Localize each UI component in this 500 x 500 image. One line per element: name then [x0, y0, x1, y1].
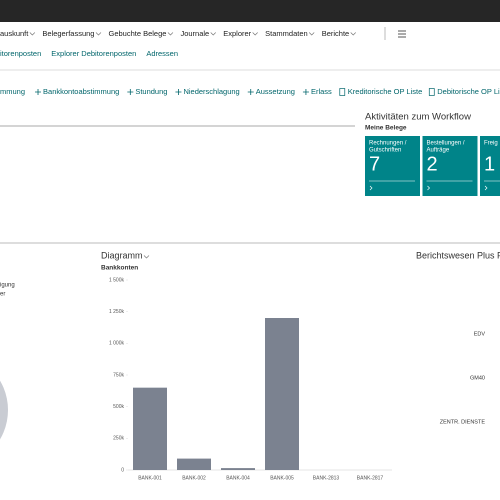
tile-label: Freig [484, 141, 498, 147]
y-tick-label: 500k [113, 404, 124, 410]
y-tick-label: 1 000k [109, 341, 125, 347]
tile-count: 7 [369, 153, 380, 175]
chevron [167, 32, 174, 36]
chevron [210, 32, 216, 36]
y-tick-label: 1 250k [109, 309, 125, 315]
nav-item[interactable]: Gebuchte Belege [108, 29, 166, 38]
nav-item[interactable]: Explorer [223, 29, 251, 38]
x-tick-label: BANK-002 [182, 475, 206, 481]
tile[interactable] [422, 136, 478, 196]
tile-count: 1 [484, 153, 495, 175]
chevron [252, 32, 258, 36]
report-label: GM40 [470, 375, 485, 381]
plus-icon [35, 89, 42, 95]
y-tick-label: 750k [113, 372, 124, 378]
doc-icon [428, 88, 435, 96]
action[interactable]: Niederschlagung [183, 87, 239, 96]
pie-fragment [0, 380, 8, 440]
action[interactable]: Erlass [311, 87, 332, 96]
report-title: Berichtswesen Plus Fi [416, 250, 500, 260]
top-bar [0, 0, 500, 22]
nav-item[interactable]: Belegerfassung [42, 29, 94, 38]
nav-item[interactable]: auskunft [0, 29, 29, 38]
bar [265, 318, 299, 470]
chevron [308, 32, 315, 36]
action[interactable]: Bankkontoabstimmung [43, 87, 119, 96]
y-tick-label: 1 500k [109, 277, 125, 283]
chevron [350, 32, 356, 36]
action[interactable]: Aussetzung [256, 87, 295, 96]
tile-arrow [369, 185, 373, 191]
tile-label: Rechnungen / [369, 141, 407, 147]
plus-icon [127, 89, 134, 95]
bar [133, 387, 167, 470]
plus-icon [247, 89, 254, 95]
tile-arrow [427, 185, 430, 191]
y-tick-label: 0 [121, 467, 124, 473]
report-label: EDV [474, 331, 486, 337]
x-tick-label: BANK-2813 [313, 475, 340, 481]
tile-label: Bestellungen / [427, 141, 465, 147]
chevron [95, 32, 102, 36]
x-tick-label: BANK-2817 [357, 475, 384, 481]
chart-title[interactable]: Diagramm [101, 250, 143, 260]
tile-arrow [484, 185, 488, 191]
plus-icon [175, 89, 182, 95]
bar [221, 468, 255, 470]
nav-link[interactable]: Explorer Debitorenposten [51, 49, 136, 58]
workflow-title: Aktivitäten zum Workflow [365, 112, 471, 123]
nav-item[interactable]: Journale [180, 29, 209, 38]
y-tick-label: 250k [113, 436, 124, 442]
left-text: igung [0, 283, 15, 289]
nav-link[interactable]: Adressen [146, 49, 178, 58]
x-tick-label: BANK-001 [138, 475, 162, 481]
workflow-group: Meine Belege [365, 125, 407, 132]
action[interactable]: Debitorische OP Liste [437, 87, 500, 96]
left-text: er [0, 292, 5, 298]
doc-icon [339, 88, 346, 96]
action[interactable]: Stundung [135, 87, 167, 96]
chevron [143, 255, 150, 259]
x-tick-label: BANK-004 [226, 475, 250, 481]
x-tick-label: BANK-005 [270, 475, 294, 481]
nav-item[interactable]: Berichte [322, 29, 350, 38]
bar [177, 458, 211, 470]
report-label: ZENTR. DIENSTE [440, 419, 486, 425]
tile-count: 2 [427, 153, 438, 175]
chevron [29, 32, 36, 36]
nav-item[interactable]: Stammdaten [265, 29, 308, 38]
tile-label: Aufträge [427, 148, 450, 154]
chart-subtitle: Bankkonten [101, 265, 138, 272]
tile[interactable] [365, 136, 420, 196]
action[interactable]: Kreditorische OP Liste [348, 87, 422, 96]
menu-icon[interactable] [398, 30, 406, 38]
tile-label: Gutschriften [369, 148, 401, 154]
action[interactable]: mmung [0, 87, 25, 96]
plus-icon [302, 89, 309, 95]
nav-link[interactable]: itorenposten [0, 49, 41, 58]
